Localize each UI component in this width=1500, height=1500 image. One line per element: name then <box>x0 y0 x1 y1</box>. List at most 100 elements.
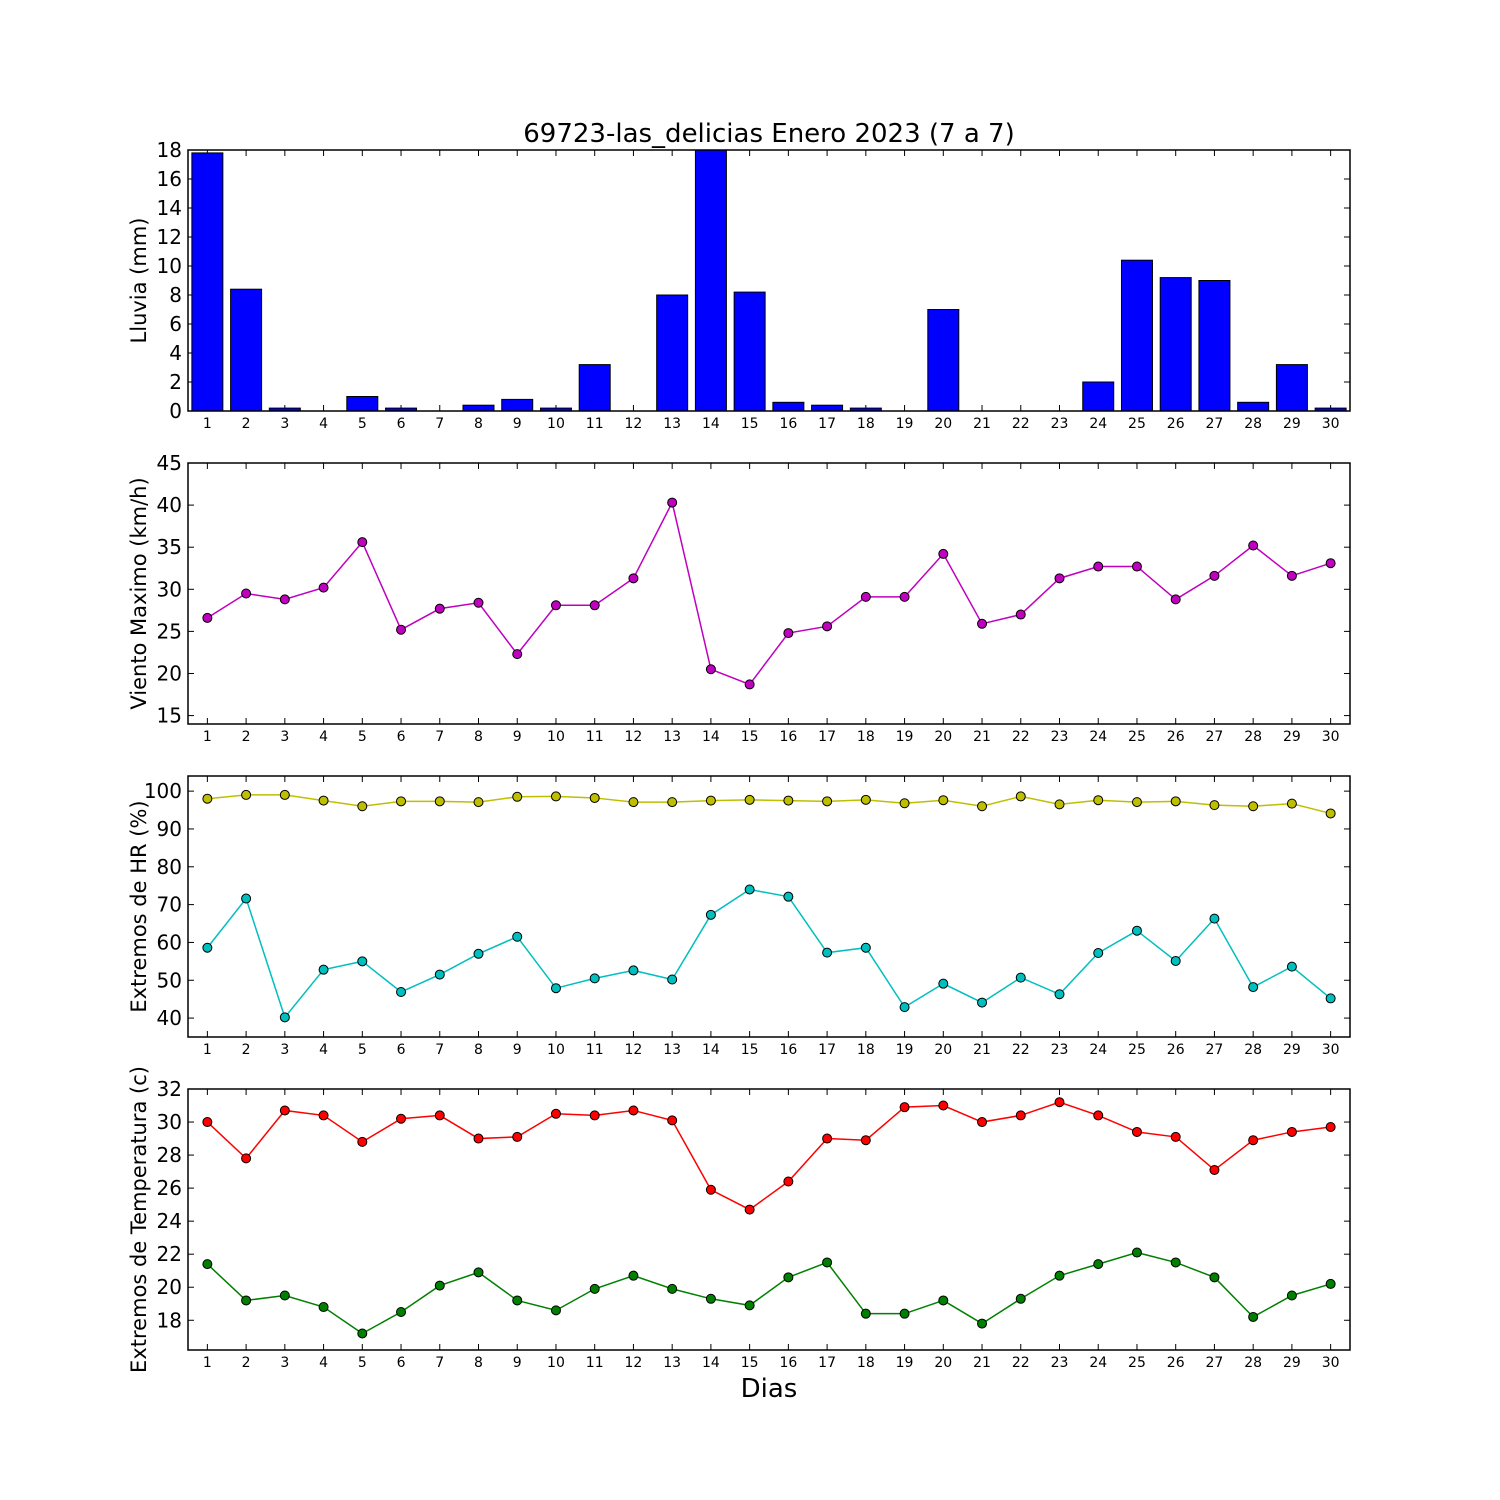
bar <box>927 309 960 411</box>
x-tick-label: 29 <box>1283 1355 1301 1371</box>
x-tick-label: 10 <box>547 729 565 745</box>
data-point <box>938 1295 949 1306</box>
x-tick-label: 24 <box>1089 1355 1107 1371</box>
y-axis-title: Extremos de Temperatura (c) <box>127 1066 151 1373</box>
series-line <box>206 1251 1331 1335</box>
data-point <box>1054 1270 1065 1281</box>
data-point <box>1131 797 1142 808</box>
x-tick-label: 9 <box>513 729 522 745</box>
bar <box>811 404 844 411</box>
x-tick-label: 6 <box>397 1355 406 1371</box>
data-point <box>899 1102 910 1113</box>
x-tick-label: 8 <box>474 1355 483 1371</box>
x-tick-label: 16 <box>779 729 797 745</box>
x-tick-label: 1 <box>203 416 212 432</box>
data-point <box>512 791 523 802</box>
x-tick-label: 11 <box>586 1355 604 1371</box>
x-tick-label: 17 <box>818 416 836 432</box>
x-tick-label: 3 <box>280 1042 289 1058</box>
x-tick-label: 11 <box>586 729 604 745</box>
x-tick-label: 6 <box>397 729 406 745</box>
bar <box>1275 364 1308 411</box>
y-tick-label: 70 <box>157 893 182 917</box>
bar <box>346 396 379 411</box>
series-line <box>207 794 1331 815</box>
series-line <box>206 888 1332 1019</box>
data-point <box>1209 1164 1220 1175</box>
data-point <box>1093 561 1104 572</box>
x-tick-label: 12 <box>625 729 643 745</box>
x-tick-label: 28 <box>1244 1355 1262 1371</box>
bar <box>385 407 418 411</box>
y-tick-label: 40 <box>157 1006 182 1030</box>
data-point <box>1054 799 1065 810</box>
x-tick-label: 18 <box>857 416 875 432</box>
y-tick-label: 30 <box>157 577 182 601</box>
data-point <box>202 1259 213 1270</box>
x-tick-label: 22 <box>1012 729 1030 745</box>
data-point <box>434 603 445 614</box>
data-point <box>783 1176 794 1187</box>
x-tick-label: 1 <box>203 1042 212 1058</box>
x-tick-label: 26 <box>1167 1355 1185 1371</box>
x-tick-label: 30 <box>1322 416 1340 432</box>
x-tick-label: 4 <box>319 1042 328 1058</box>
data-point <box>1054 989 1065 1000</box>
data-point <box>202 1117 213 1128</box>
plot-frame <box>187 1088 1351 1351</box>
data-point <box>744 794 755 805</box>
data-point <box>318 1302 329 1313</box>
data-point <box>1015 972 1026 983</box>
x-tick-label: 19 <box>896 1042 914 1058</box>
data-point <box>1325 993 1336 1004</box>
data-point <box>783 891 794 902</box>
x-tick-label: 10 <box>547 1042 565 1058</box>
data-point <box>667 974 678 985</box>
data-point <box>1325 558 1336 569</box>
data-point <box>1286 1290 1297 1301</box>
data-point <box>977 1117 988 1128</box>
data-point <box>667 497 678 508</box>
x-tick-label: 30 <box>1322 1355 1340 1371</box>
y-tick-label: 80 <box>157 855 182 879</box>
data-point <box>589 1110 600 1121</box>
bar <box>656 294 689 411</box>
data-point <box>705 1293 716 1304</box>
x-tick-label: 16 <box>779 1042 797 1058</box>
x-tick-label: 28 <box>1244 1042 1262 1058</box>
data-point <box>783 795 794 806</box>
y-tick-label: 22 <box>157 1242 182 1266</box>
data-point <box>357 1136 368 1147</box>
data-point <box>783 1272 794 1283</box>
x-tick-label: 10 <box>547 416 565 432</box>
x-tick-label: 27 <box>1206 416 1224 432</box>
x-tick-label: 26 <box>1167 416 1185 432</box>
x-tick-label: 11 <box>586 416 604 432</box>
x-tick-label: 22 <box>1012 416 1030 432</box>
x-tick-label: 4 <box>319 729 328 745</box>
data-point <box>822 796 833 807</box>
x-tick-label: 25 <box>1128 1042 1146 1058</box>
x-tick-label: 14 <box>702 1355 720 1371</box>
bar <box>1082 381 1115 411</box>
data-point <box>589 792 600 803</box>
data-point <box>744 1204 755 1215</box>
data-point <box>589 1283 600 1294</box>
data-point <box>628 1105 639 1116</box>
data-point <box>744 884 755 895</box>
data-point <box>473 1267 484 1278</box>
y-tick-label: 32 <box>157 1077 182 1101</box>
data-point <box>744 679 755 690</box>
data-point <box>396 796 407 807</box>
x-tick-label: 5 <box>358 729 367 745</box>
x-tick-label: 3 <box>280 416 289 432</box>
bar <box>191 152 224 411</box>
data-point <box>318 1110 329 1121</box>
data-point <box>1015 791 1026 802</box>
bar <box>1198 280 1231 411</box>
data-point <box>822 1133 833 1144</box>
data-point <box>1093 1259 1104 1270</box>
data-point <box>473 1133 484 1144</box>
data-point <box>279 1012 290 1023</box>
